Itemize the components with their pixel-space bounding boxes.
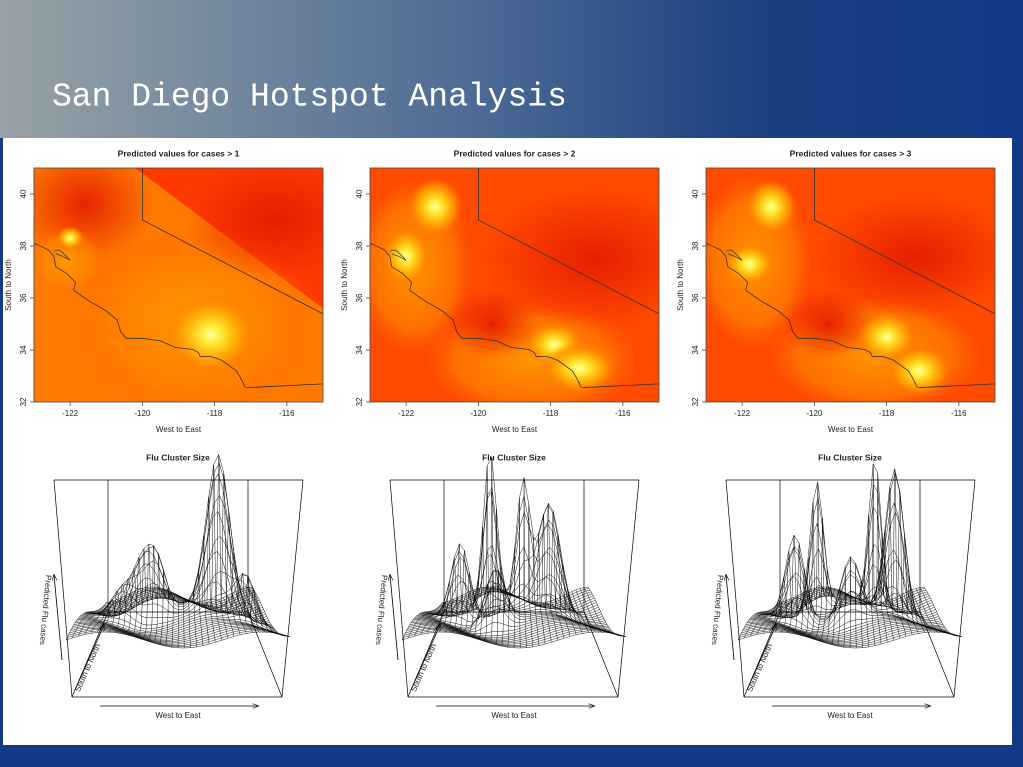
coastline xyxy=(370,242,582,388)
y-axis-label: South to North xyxy=(676,259,685,311)
plot-area xyxy=(34,168,323,402)
box-edge xyxy=(953,479,976,698)
y-tick-label: 38 xyxy=(19,241,28,250)
contour-blob xyxy=(783,289,874,359)
y-axis-label: South to North xyxy=(4,259,13,311)
mexico-border xyxy=(918,383,995,389)
plot-area xyxy=(370,168,659,402)
x-tick-label: -122 xyxy=(398,409,415,418)
contour-blob xyxy=(745,179,798,235)
contour-blob xyxy=(56,226,85,251)
contour-blob xyxy=(541,342,618,395)
box-edge xyxy=(53,479,73,698)
x-tick-label: -122 xyxy=(62,409,79,418)
slide-title: San Diego Hotspot Analysis xyxy=(52,79,567,116)
map-panel: Predicted values for cases > 2 West to Ea… xyxy=(340,148,660,434)
x-tick-label: -122 xyxy=(734,409,751,418)
x-tick-label: -118 xyxy=(543,409,559,418)
surface-title: Flu Cluster Size xyxy=(818,452,882,462)
contour-blob xyxy=(382,226,431,287)
y-arrow xyxy=(410,625,440,691)
contour-blob xyxy=(887,344,952,397)
y-tick-label: 34 xyxy=(19,345,28,354)
map-panel: Predicted values for cases > 1 West to Ea… xyxy=(4,148,324,434)
contour-blob xyxy=(447,289,538,359)
bay xyxy=(725,249,743,261)
y-tick-label: 32 xyxy=(355,397,364,406)
plot-frame xyxy=(369,167,660,403)
contour-blob xyxy=(484,189,659,329)
contour-blob xyxy=(165,294,258,375)
map-panels: Predicted values for cases > 1 West to Ea… xyxy=(4,148,996,434)
state-border xyxy=(814,168,995,315)
x-axis-label: West to East xyxy=(491,711,537,720)
y-tick-label: 40 xyxy=(691,189,700,198)
contour-blob xyxy=(34,226,107,297)
plot-frame xyxy=(33,167,324,403)
surface-title: Flu Cluster Size xyxy=(146,452,210,462)
x-tick-label: -118 xyxy=(207,409,223,418)
box-edge xyxy=(617,479,640,698)
x-tick-label: -120 xyxy=(470,409,487,418)
y-arrow xyxy=(74,625,104,691)
y-arrow xyxy=(746,625,776,691)
surface-mesh xyxy=(401,456,627,649)
x-tick-label: -116 xyxy=(951,409,967,418)
x-axis-label: West to East xyxy=(492,425,538,434)
mexico-border xyxy=(582,383,659,389)
y-tick-label: 34 xyxy=(355,345,364,354)
x-tick-label: -116 xyxy=(615,409,631,418)
surface-title: Flu Cluster Size xyxy=(482,452,546,462)
map-panel: Predicted values for cases > 3 West to Ea… xyxy=(676,148,996,434)
x-axis-label: West to East xyxy=(827,711,873,720)
y-tick-label: 36 xyxy=(19,293,28,302)
box-edge xyxy=(281,479,304,698)
x-axis-label: West to East xyxy=(156,425,202,434)
z-arrow xyxy=(726,575,735,661)
x-tick-label: -120 xyxy=(806,409,823,418)
header-band xyxy=(0,0,1023,138)
box-edge xyxy=(389,479,409,698)
contour-blob xyxy=(407,177,464,237)
y-tick-label: 36 xyxy=(691,293,700,302)
coastline xyxy=(706,242,918,388)
map-title: Predicted values for cases > 3 xyxy=(790,148,912,158)
x-tick-label: -116 xyxy=(279,409,295,418)
state-border xyxy=(142,168,323,315)
y-tick-label: 40 xyxy=(19,189,28,198)
plot-frame xyxy=(705,167,996,403)
x-tick-label: -118 xyxy=(879,409,895,418)
bay xyxy=(53,249,71,261)
z-arrow xyxy=(390,575,399,661)
y-tick-label: 32 xyxy=(691,397,700,406)
y-axis-label: South to North xyxy=(340,259,349,311)
y-tick-label: 32 xyxy=(19,397,28,406)
plot-area xyxy=(706,168,995,402)
contour-blob xyxy=(186,168,323,280)
y-tick-label: 38 xyxy=(691,241,700,250)
surface-mesh xyxy=(737,463,963,649)
y-tick-label: 34 xyxy=(691,345,700,354)
y-tick-label: 36 xyxy=(355,293,364,302)
map-title: Predicted values for cases > 1 xyxy=(118,148,240,158)
bay xyxy=(389,249,407,261)
x-tick-label: -120 xyxy=(134,409,151,418)
map-title: Predicted values for cases > 2 xyxy=(454,148,576,158)
contour-blob xyxy=(723,242,776,287)
coastline xyxy=(34,242,246,388)
state-border xyxy=(478,168,659,315)
y-tick-label: 38 xyxy=(355,241,364,250)
mexico-border xyxy=(246,383,323,389)
x-axis-label: West to East xyxy=(828,425,874,434)
z-arrow xyxy=(54,575,63,661)
box-edge xyxy=(725,479,745,698)
surface-mesh xyxy=(65,453,291,649)
x-axis-label: West to East xyxy=(155,711,201,720)
contour-blob xyxy=(815,196,995,317)
y-tick-label: 40 xyxy=(355,189,364,198)
